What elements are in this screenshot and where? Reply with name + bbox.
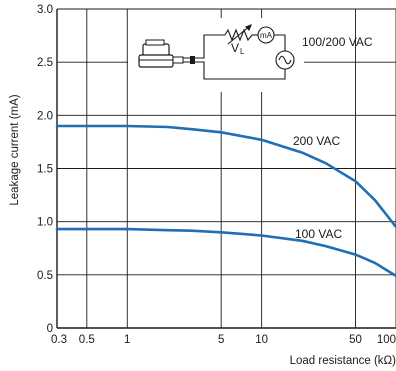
series-lines	[55, 124, 396, 278]
y-tick-label: 1.5	[37, 164, 53, 176]
x-tick-labels: 0.3 0.5 1 5 10 50 100	[51, 334, 396, 346]
x-tick-label: 100	[377, 334, 396, 346]
circuit-inset: V L mA 100/200 VAC	[128, 18, 373, 92]
circuit-wires	[195, 34, 286, 80]
x-tick-label: 5	[218, 334, 224, 346]
series-line	[55, 227, 396, 278]
series-label: 100 VAC	[295, 227, 342, 241]
milliammeter-label: mA	[260, 31, 273, 40]
axes	[56, 9, 396, 329]
series-line	[55, 124, 396, 229]
ac-source-icon	[275, 50, 295, 70]
y-tick-label: 0	[47, 323, 53, 335]
supply-voltage-label: 100/200 VAC	[302, 35, 373, 49]
resistor-label-subscript: L	[240, 47, 245, 56]
y-tick-label: 3.0	[37, 4, 53, 16]
variable-resistor-icon	[224, 24, 253, 45]
y-tick-label: 0.5	[37, 270, 53, 282]
series-label: 200 VAC	[293, 134, 340, 148]
x-tick-label: 50	[349, 334, 362, 346]
y-tick-labels: 0 0.5 1.0 1.5 2.0 2.5 3.0	[37, 4, 53, 335]
series-labels: 200 VAC 100 VAC	[293, 134, 342, 241]
x-tick-label: 0.3	[51, 334, 67, 346]
y-tick-label: 2.0	[37, 110, 53, 122]
milliammeter-icon	[257, 26, 275, 44]
sensor-icon	[138, 39, 195, 68]
y-axis-label: Leakage current (mA)	[9, 94, 21, 205]
x-tick-label: 10	[255, 334, 268, 346]
resistor-label: V	[231, 41, 239, 55]
x-tick-label: 1	[124, 334, 130, 346]
x-axis-label: Load resistance (kΩ)	[290, 355, 396, 367]
y-tick-label: 1.0	[37, 217, 53, 229]
y-tick-label: 2.5	[37, 57, 53, 69]
x-tick-label: 0.5	[79, 334, 95, 346]
